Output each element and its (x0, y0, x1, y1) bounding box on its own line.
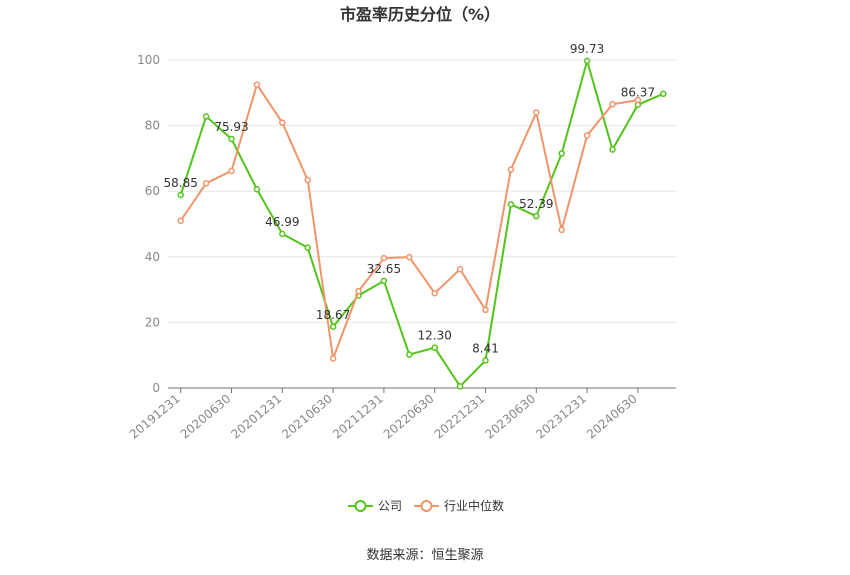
data-point (329, 355, 337, 362)
data-label: 99.73 (570, 42, 604, 56)
x-tick-label: 20191231 (127, 392, 183, 442)
x-tick-label: 20221231 (432, 392, 488, 442)
data-point (329, 323, 337, 331)
data-point (507, 166, 515, 173)
data-labels: 58.85 75.93 46.99 18.67 32.65 12.30 8.41 52.39 9… (164, 42, 656, 356)
series-layer: 58.85 75.93 46.99 18.67 32.65 12.30 8.41 52.39 9… (164, 42, 667, 390)
data-point (202, 113, 210, 120)
data-point (456, 266, 464, 273)
data-point (634, 96, 642, 104)
x-tick-label: 20231231 (533, 392, 589, 442)
x-tick-label: 20210630 (279, 392, 335, 442)
data-label: 18.67 (316, 308, 350, 322)
y-tick-label: 100 (137, 53, 160, 67)
data-point (609, 101, 616, 108)
grid-lines (168, 59, 676, 323)
x-tick-label: 20201231 (228, 392, 284, 442)
data-point (253, 185, 261, 193)
source-note: 数据来源：恒生聚源 (366, 548, 483, 563)
data-label: 52.39 (519, 197, 553, 211)
data-point (380, 277, 388, 285)
data-label: 32.65 (367, 262, 401, 276)
y-tick-label: 40 (145, 250, 160, 264)
y-tick-label: 80 (145, 119, 160, 133)
data-point (431, 289, 438, 297)
data-point (380, 254, 388, 262)
data-point (507, 201, 515, 208)
data-point (609, 146, 616, 153)
data-label: 46.99 (265, 215, 299, 229)
data-point (228, 167, 235, 175)
data-point (355, 287, 362, 295)
series-line (179, 59, 664, 388)
data-point (533, 212, 540, 220)
y-tick-label: 20 (145, 315, 160, 329)
data-point (482, 306, 489, 314)
data-point (660, 90, 667, 98)
legend: 公司 行业中位数 (348, 498, 504, 513)
x-axis: 2019123120200630202012312021063020211231… (127, 387, 676, 442)
chart-title: 市盈率历史分位（%） (340, 5, 500, 24)
data-point (304, 176, 311, 184)
data-point (253, 81, 261, 88)
data-point (228, 135, 235, 143)
legend-marker (420, 500, 433, 512)
series-company (177, 57, 667, 390)
x-tick-label: 20240630 (584, 392, 640, 442)
legend-label: 公司 (378, 499, 402, 513)
data-point (177, 217, 184, 224)
y-tick-label: 0 (152, 381, 160, 395)
data-label: 58.85 (164, 176, 198, 190)
x-tick-label: 20200630 (178, 392, 234, 442)
legend-label: 行业中位数 (444, 498, 504, 513)
y-axis-ticks: 0 20 40 60 80 100 (137, 53, 160, 395)
data-label: 86.37 (621, 86, 655, 100)
data-point (583, 57, 591, 65)
data-point (406, 351, 413, 358)
data-point (279, 119, 286, 126)
data-point (202, 180, 210, 187)
data-point (177, 191, 184, 199)
y-tick-label: 60 (145, 184, 160, 198)
series-industry-median (177, 81, 642, 362)
data-point (304, 244, 311, 251)
data-point (279, 230, 286, 238)
x-tick-label: 20220630 (381, 392, 437, 442)
data-point (456, 383, 464, 390)
data-point (482, 357, 489, 364)
legend-item: 公司 (348, 499, 402, 513)
x-tick-label: 20230630 (482, 392, 538, 442)
data-label: 12.30 (418, 329, 452, 343)
data-point (558, 150, 565, 157)
data-point (558, 226, 565, 234)
data-point (406, 253, 413, 261)
data-point (583, 132, 591, 139)
data-label: 75.93 (214, 120, 248, 134)
legend-item: 行业中位数 (414, 498, 504, 513)
data-label: 8.41 (472, 341, 499, 355)
x-tick-label: 20211231 (330, 392, 386, 442)
data-point (533, 109, 540, 116)
legend-marker (354, 500, 367, 512)
data-point (431, 344, 438, 351)
